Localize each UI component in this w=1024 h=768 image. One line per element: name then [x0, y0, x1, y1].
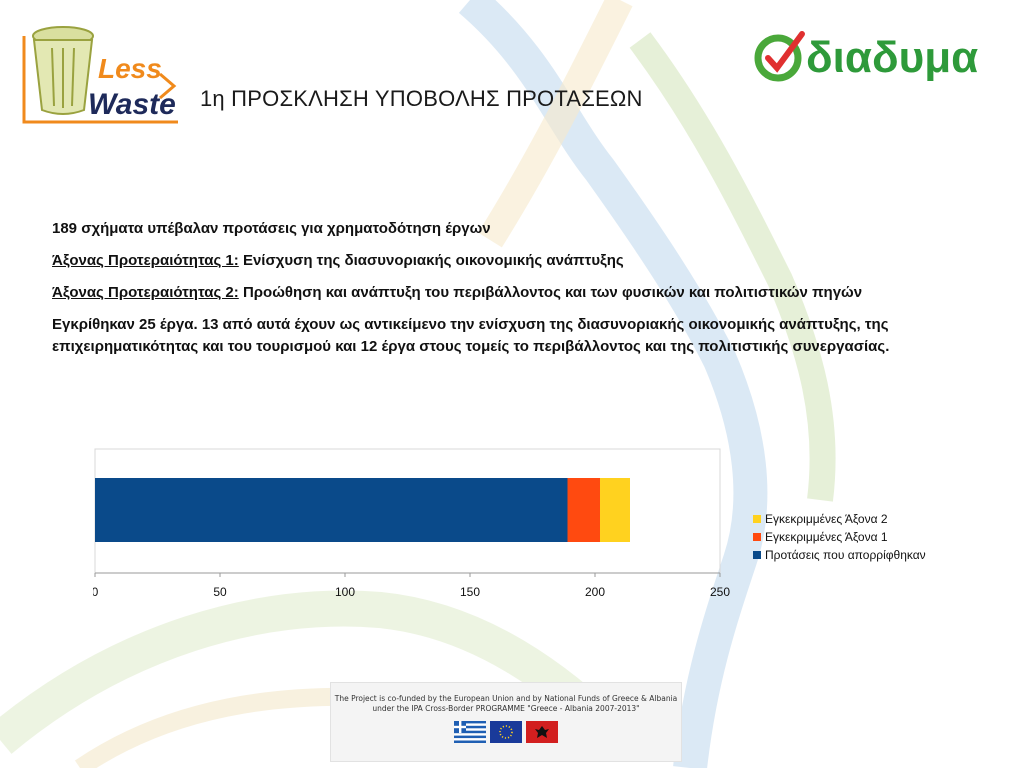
x-tick-label-3: 150: [460, 585, 480, 599]
recycle-check-icon: [754, 31, 805, 82]
chart-svg: 0 50 100 150 200 250 Εγκεκριμμένες Άξονα 2 Εγκε…: [93, 448, 926, 599]
x-tick-label-4: 200: [585, 585, 605, 599]
albania-flag-icon: [526, 721, 558, 743]
eu-flag-icon: [490, 721, 522, 743]
funding-line2: under the IPA Cross-Border PROGRAMME "Gr…: [372, 704, 640, 713]
legend-swatch-0: [753, 515, 761, 523]
legend-swatch-2: [753, 551, 761, 559]
slide-title: 1η ΠΡΟΣΚΛΗΣΗ ΥΠΟΒΟΛΗΣ ΠΡΟΤΑΣΕΩΝ: [200, 86, 643, 111]
axis2-text: Προώθηση και ανάπτυξη του περιβάλλοντος …: [238, 284, 863, 301]
greece-flag-icon: [454, 721, 486, 743]
axis1-line: Άξονας Προτεραιότητας 1: Ενίσχυση της δι…: [52, 250, 957, 272]
lesswaste-logo-line1: Less: [98, 53, 162, 84]
lesswaste-logo: Less Waste: [18, 14, 188, 129]
text-content: 189 σχήματα υπέβαλαν προτάσεις για χρημα…: [52, 218, 957, 368]
stacked-bar-chart: 0 50 100 150 200 250 Εγκεκριμμένες Άξονα 2 Εγκε…: [93, 447, 963, 607]
bar-segment-2: [600, 478, 630, 542]
legend-label-2: Προτάσεις που απορρίφθηκαν: [765, 548, 926, 562]
funding-footer: The Project is co-funded by the European…: [330, 682, 682, 762]
trash-can-icon: [32, 26, 94, 115]
x-tick-label-1: 50: [213, 585, 227, 599]
legend-label-1: Εγκεκριμμένες Άξονα 1: [765, 530, 888, 544]
lesswaste-logo-line2: Waste: [88, 88, 176, 121]
funding-text: The Project is co-funded by the European…: [331, 694, 681, 714]
bar-segment-0: [95, 478, 568, 542]
diadyma-logo: διαδυμα: [750, 24, 995, 88]
x-tick-label-0: 0: [93, 585, 99, 599]
axis2-label: Άξονας Προτεραιότητας 2:: [52, 284, 239, 301]
legend-swatch-1: [753, 533, 761, 541]
x-tick-label-5: 250: [710, 585, 730, 599]
axis1-text: Ενίσχυση της διασυνοριακής οικονομικής α…: [238, 252, 624, 269]
diadyma-logo-text: διαδυμα: [806, 33, 978, 82]
submissions-line: 189 σχήματα υπέβαλαν προτάσεις για χρημα…: [52, 220, 491, 237]
bar-segment-1: [567, 478, 600, 542]
axis2-line: Άξονας Προτεραιότητας 2: Προώθηση και αν…: [52, 282, 957, 304]
funding-line1: The Project is co-funded by the European…: [334, 694, 678, 703]
axis1-label: Άξονας Προτεραιότητας 1:: [52, 252, 239, 269]
x-tick-label-2: 100: [335, 585, 355, 599]
legend-label-0: Εγκεκριμμένες Άξονα 2: [765, 512, 888, 526]
approved-paragraph: Εγκρίθηκαν 25 έργα. 13 από αυτά έχουν ως…: [52, 316, 890, 355]
